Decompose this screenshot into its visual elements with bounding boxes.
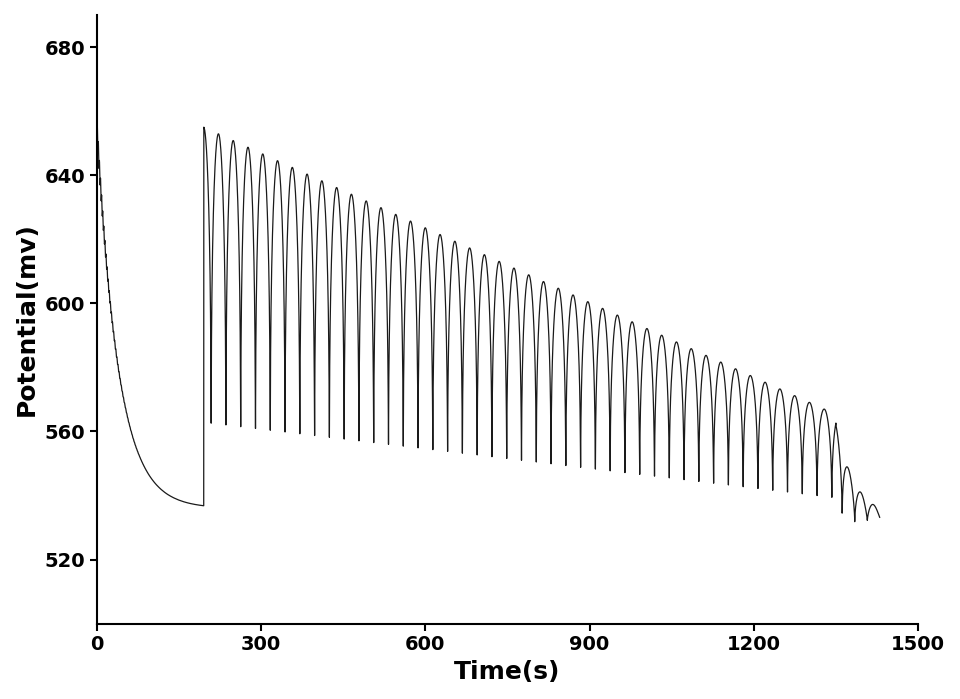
X-axis label: Time(s): Time(s) (454, 660, 561, 684)
Y-axis label: Potential(mv): Potential(mv) (15, 222, 39, 417)
